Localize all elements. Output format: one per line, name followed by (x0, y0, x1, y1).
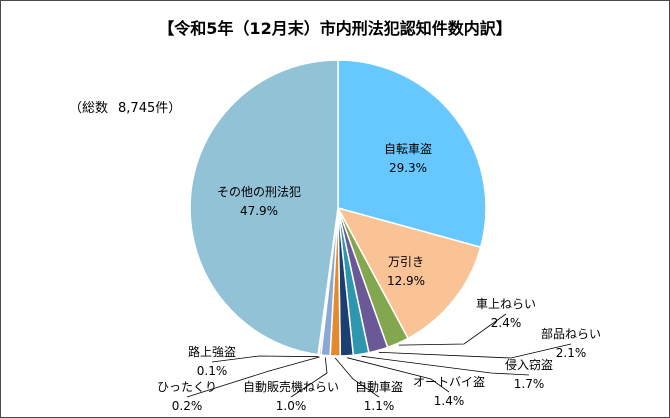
chart-title: 【令和5年（12月末）市内刑法犯認知件数内訳】 (158, 19, 512, 38)
slice-labels: 自転車盗 29.3% 万引き 12.9% 車上ねらい 2.4% 部品ねらい 2.1%侵入窃盗 1… (157, 141, 601, 413)
slice-label-5: オートバイ盗 (413, 374, 485, 389)
slice-label-2: 車上ねらい (476, 297, 536, 311)
slice-label-4: 侵入窃盗 (505, 357, 553, 372)
slice-label-9: 路上強盗 (188, 344, 236, 359)
slice-value-1: 12.9% (387, 274, 425, 288)
leader-line-2 (398, 313, 507, 346)
slice-label-0: 自転車盗 (384, 141, 432, 156)
slice-value-2: 2.4% (491, 316, 522, 330)
slice-value-6: 1.1% (364, 399, 395, 413)
slice-value-3: 2.1% (556, 346, 587, 360)
leader-line-5 (346, 357, 450, 393)
pie-slice-0 (337, 59, 487, 249)
slice-value-0: 29.3% (389, 161, 427, 175)
pie-slice-10 (189, 59, 339, 356)
slice-value-8: 0.2% (172, 399, 203, 413)
slice-value-10: 47.9% (240, 204, 278, 218)
slice-value-4: 1.7% (514, 377, 545, 391)
slice-value-7: 1.0% (276, 399, 307, 413)
total-count-label: （総数 (69, 101, 109, 116)
leader-lines (186, 313, 572, 398)
slice-label-10: その他の刑法犯 (217, 185, 301, 199)
leader-line-4 (361, 355, 530, 376)
leader-line-7 (290, 357, 328, 398)
leader-line-6 (334, 357, 380, 398)
slice-value-9: 0.1% (197, 364, 228, 378)
leader-line-3 (378, 343, 572, 359)
total-count-value: 8,745件） (118, 101, 182, 116)
slice-label-7: 自動販売機ねらい (243, 379, 339, 394)
slice-label-6: 自動車盗 (355, 379, 403, 394)
leader-line-9 (211, 355, 319, 363)
slice-value-5: 1.4% (434, 394, 465, 408)
slice-label-8: ひったくり (157, 380, 217, 394)
leader-line-8 (186, 356, 320, 398)
pie-slice-1 (336, 206, 482, 340)
slice-label-3: 部品ねらい (541, 326, 601, 341)
pie-slices (189, 59, 487, 357)
slice-label-1: 万引き (388, 255, 424, 269)
total-count-note: （総数 8,745件） (69, 97, 191, 116)
